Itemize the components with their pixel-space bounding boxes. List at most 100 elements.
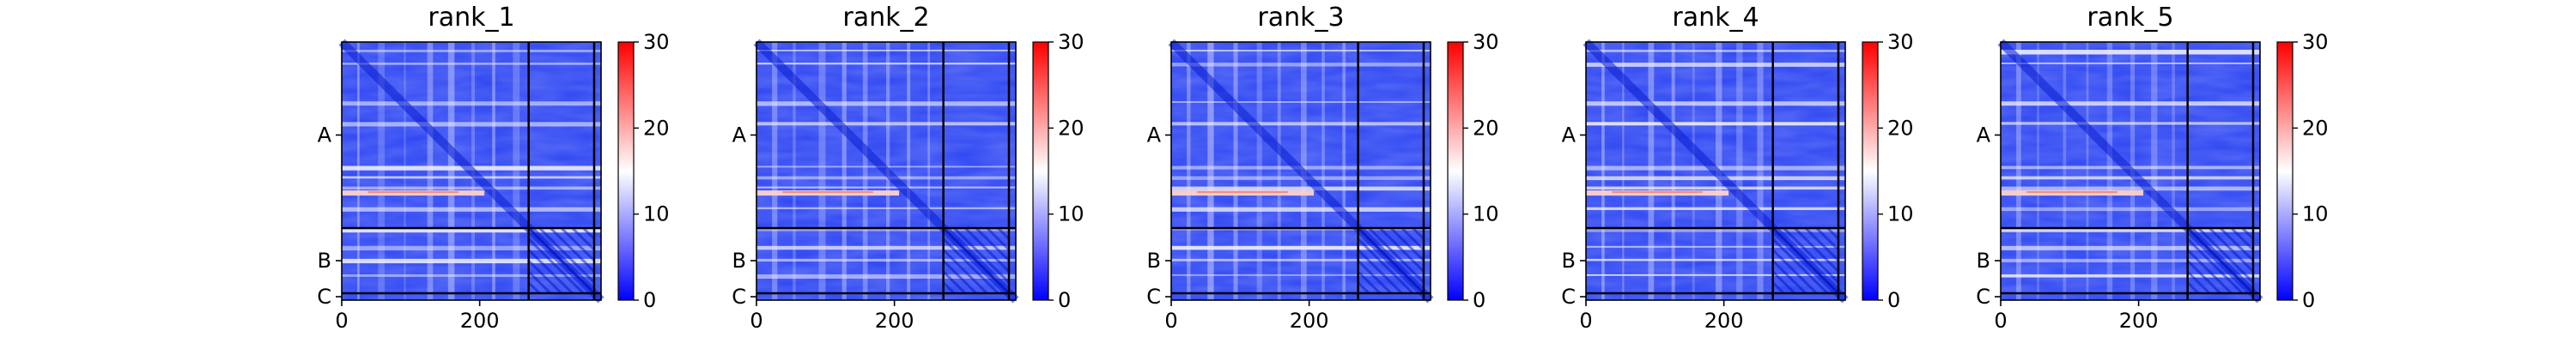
chain-label-c: C	[317, 285, 331, 309]
panel-title: rank_1	[428, 3, 514, 33]
heatmap-column	[1233, 42, 1238, 300]
heatmap-column	[2063, 42, 2067, 300]
heatmap-band	[1586, 122, 1845, 126]
heatmap-block-hatch	[942, 281, 956, 295]
colorbar-tick-label: 20	[1058, 116, 1084, 140]
colorbar-tick-label: 10	[1887, 202, 1914, 226]
colorbar-tick-label: 10	[1058, 202, 1084, 226]
x-tick-label: 200	[1290, 309, 1329, 333]
colorbar	[618, 42, 634, 300]
heatmap-high-band-core	[368, 190, 459, 193]
heatmap-column	[2086, 42, 2089, 300]
heatmap-band	[1586, 207, 1845, 210]
chain-label-b: B	[732, 249, 746, 273]
heatmap-column	[1256, 42, 1262, 300]
heatmap-band	[1171, 207, 1431, 212]
heatmap-high-band	[1171, 190, 1315, 196]
heatmap-block-hatch	[1357, 281, 1370, 295]
heatmap-block-hatch	[2186, 238, 2244, 295]
heatmap-column	[927, 42, 931, 300]
heatmap-block-hatch	[1783, 226, 1840, 284]
heatmap-block-hatch	[1357, 226, 1425, 295]
heatmap-column	[862, 42, 868, 300]
colorbar-tick-label: 0	[1887, 288, 1900, 312]
heatmap-band	[2001, 50, 2260, 55]
heatmap-column	[2037, 42, 2039, 300]
heatmap-band	[756, 101, 1016, 106]
colorbar	[2277, 42, 2293, 300]
chain-label-a: A	[1562, 123, 1577, 147]
heatmap-band	[2001, 227, 2260, 232]
heatmap-column	[513, 42, 520, 300]
heatmap-band	[1586, 258, 1845, 262]
heatmap-block-hatch	[1357, 249, 1403, 295]
heatmap-block-hatch	[1771, 249, 1818, 295]
heatmap-block-hatch	[1771, 281, 1785, 295]
heatmap-column	[772, 42, 778, 300]
heatmap-column	[793, 42, 796, 300]
heatmap-band	[342, 122, 601, 127]
heatmap-band	[1586, 50, 1845, 52]
colorbar-tick-label: 10	[2302, 202, 2329, 226]
x-tick-label: 0	[1994, 309, 2007, 333]
heatmap-block-hatch	[582, 226, 596, 240]
chain-label-a: A	[1977, 123, 1991, 147]
heatmap-band	[1171, 50, 1431, 52]
heatmap-column	[2016, 42, 2021, 300]
heatmap-column	[1757, 42, 1764, 300]
heatmap-column	[818, 42, 826, 300]
colorbar-tick-label: 30	[1058, 30, 1084, 54]
heatmap-band	[1586, 63, 1845, 67]
heatmap-column	[1692, 42, 1695, 300]
heatmap-band	[756, 207, 1016, 210]
x-tick-label: 0	[1164, 309, 1177, 333]
heatmap-high-band	[342, 190, 485, 196]
heatmap-block-hatch	[527, 249, 574, 295]
heatmap-column	[1277, 42, 1281, 300]
heatmap-block-hatch	[2186, 226, 2255, 295]
colorbar-frame	[1032, 41, 1049, 301]
chain-label-b: B	[1147, 249, 1161, 273]
panel-title: rank_4	[1672, 3, 1759, 33]
chain-label-b: B	[318, 249, 331, 273]
chain-label-b: B	[1977, 249, 1990, 273]
heatmap-column	[1648, 42, 1655, 300]
panel-title: rank_5	[2087, 3, 2173, 33]
heatmap-block-hatch	[2186, 260, 2221, 295]
heatmap-block-hatch	[2197, 226, 2255, 284]
heatmap-band	[342, 258, 601, 264]
heatmap-band	[1171, 245, 1431, 250]
heatmap-block-hatch	[1357, 270, 1382, 295]
heatmap-band	[342, 227, 601, 233]
heatmap-band	[756, 227, 1016, 232]
axes-frame	[756, 41, 1017, 301]
heatmap-column	[1671, 42, 1675, 300]
panel-title: rank_3	[1257, 3, 1344, 33]
heatmap-block-hatch	[1771, 238, 1829, 295]
heatmap-block-hatch	[1794, 226, 1840, 273]
x-tick-label: 200	[1704, 309, 1744, 333]
heatmap-column	[357, 42, 360, 300]
heatmap-band	[1586, 176, 1845, 181]
heatmap-band	[342, 274, 601, 277]
colorbar-frame	[2276, 41, 2293, 301]
heatmap-column	[492, 42, 495, 300]
heatmap-column	[1622, 42, 1625, 300]
heatmap-band	[2001, 245, 2260, 250]
heatmap-block-hatch	[527, 281, 541, 295]
heatmap-block-hatch	[997, 226, 1011, 240]
colorbar-tick-label: 0	[1473, 288, 1485, 312]
colorbar-tick-label: 10	[643, 202, 670, 226]
heatmap-block-hatch	[527, 226, 596, 295]
heatmap-column	[427, 42, 434, 300]
heatmap-column	[447, 42, 455, 300]
panel-title: rank_2	[842, 3, 929, 33]
heatmap-block-hatch	[942, 270, 967, 295]
heatmap-block-hatch	[550, 226, 596, 273]
chain-label-c: C	[732, 285, 746, 309]
colorbar-frame	[617, 41, 635, 301]
